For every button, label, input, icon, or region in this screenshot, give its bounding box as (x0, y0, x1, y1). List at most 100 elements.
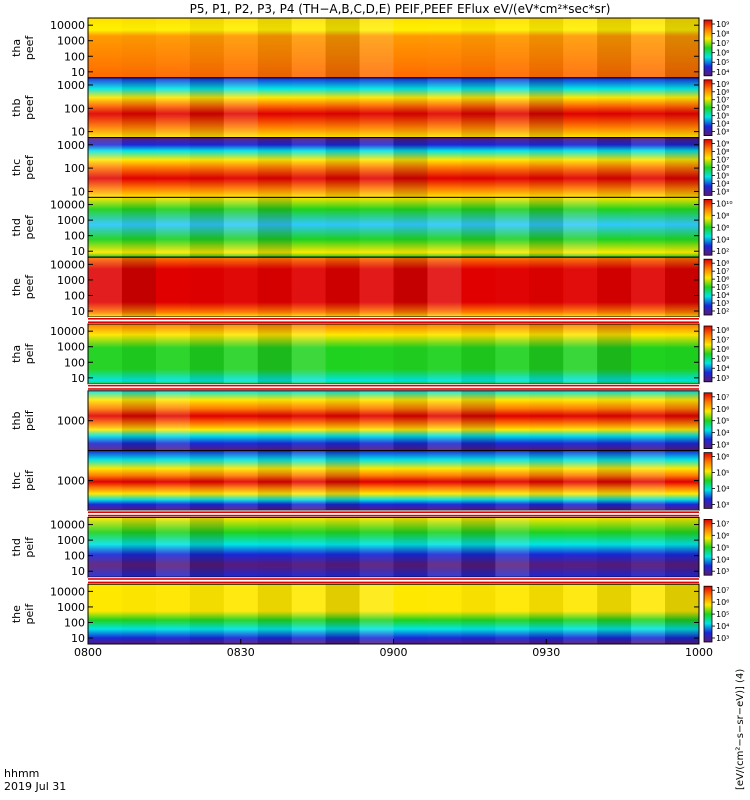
colorbar-label-group: [eV/(cm²−s−sr−eV)] (4) (735, 669, 746, 790)
panel-label-probe: the (10, 278, 23, 296)
colorbar-tha-peif (703, 325, 713, 383)
colorbar-tick-label: 10⁶ (716, 49, 729, 58)
colorbar-tick-label: 10⁶ (716, 223, 729, 232)
ytick-label: 10000 (50, 258, 85, 271)
panel-thc-peif: 1000 thc peif 10⁶ 10⁵ 10⁴ 10³ (10, 450, 729, 511)
colorbar-tick-label: 10⁷ (716, 519, 729, 528)
panel-thd-peef: 10000 1000 100 10 thd peef 10¹⁰ 10⁸ 10⁶ 10⁴ 10² (10, 196, 733, 258)
panel-the-peif: 10000 1000 100 10 the peif 10⁷ 10⁶ 10⁵ 10⁴ 10³ (10, 583, 729, 645)
panel-label-quantity: peef (23, 214, 36, 240)
panel-label-probe: thb (10, 412, 23, 430)
colorbar-tick-label: 10⁶ (716, 104, 729, 113)
colorbar-tick-label: 10⁵ (716, 417, 729, 426)
colorbar-the-peif (703, 585, 713, 643)
ytick-label: 1000 (57, 79, 85, 92)
colorbar-tick-label: 10⁴ (716, 622, 729, 631)
colorbar-tick-label: 10⁸ (716, 326, 729, 335)
colorbar-tick-label: 10⁶ (716, 531, 729, 540)
colorbar-tick-label: 10³ (716, 441, 729, 450)
colorbar-tick-label: 10⁵ (716, 610, 729, 619)
colorbar-tick-label: 10⁵ (716, 283, 729, 292)
ytick-label: 100 (64, 616, 85, 629)
spectrogram-tha-peif (88, 324, 699, 384)
colorbar-thc-peif (703, 452, 713, 509)
time-tick-label: 0800 (74, 646, 102, 659)
colorbar-tick-label: 10⁹ (716, 20, 729, 29)
colorbar-tick-label: 10⁷ (716, 586, 729, 595)
ytick-label: 1000 (57, 139, 85, 152)
time-row-label-1: hhmm (4, 767, 39, 780)
spectrogram-the-peef (88, 257, 699, 317)
colorbar-thb-peif (703, 392, 713, 449)
spectrogram-thd-peif (88, 517, 699, 578)
ytick-label: 100 (64, 50, 85, 63)
panel-label-probe: thb (10, 99, 23, 117)
ytick-label: 10000 (50, 19, 85, 32)
colorbar-tick-label: 10⁴ (716, 291, 729, 300)
colorbar-tick-label: 10² (716, 307, 729, 316)
panel-label-probe: tha (10, 39, 23, 57)
colorbar-tick-label: 10⁸ (716, 30, 729, 39)
ytick-label: 1000 (57, 35, 85, 48)
colorbar-tick-label: 10⁵ (716, 469, 729, 478)
spectrogram-tha-peef (88, 18, 699, 78)
ytick-label: 1000 (57, 341, 85, 354)
colorbar-tick-label: 10⁶ (716, 453, 729, 462)
ytick-label: 10 (71, 66, 85, 79)
ytick-label: 10000 (50, 325, 85, 338)
colorbar-tick-label: 10⁷ (716, 39, 729, 48)
panel-label-probe: the (10, 605, 23, 623)
colorbar-tick-label: 10⁸ (716, 88, 729, 97)
colorbar-tick-label: 10⁶ (716, 275, 729, 284)
panel-label-quantity: peif (23, 469, 36, 491)
colorbar-tick-label: 10⁶ (716, 345, 729, 354)
ytick-label: 100 (64, 356, 85, 369)
ytick-label: 100 (64, 162, 85, 175)
ytick-label: 1000 (57, 214, 85, 227)
time-tick-label: 0900 (380, 646, 408, 659)
panel-label-probe: thd (10, 538, 23, 556)
colorbar-tick-label: 10⁷ (716, 156, 729, 165)
ytick-label: 1000 (57, 475, 85, 488)
panel-label-quantity: peef (23, 94, 36, 120)
panel-gap (88, 510, 699, 518)
spectrogram-thc-peif (88, 450, 699, 511)
panel-label-probe: thc (10, 159, 23, 176)
ytick-label: 10000 (50, 585, 85, 598)
time-tick-label: 0930 (532, 646, 560, 659)
colorbar-tick-label: 10⁸ (716, 148, 729, 157)
colorbar-tick-label: 10² (716, 247, 729, 256)
ytick-label: 10 (71, 245, 85, 258)
ytick-label: 100 (64, 102, 85, 115)
colorbar-label: [eV/(cm²−s−sr−eV)] (4) (735, 669, 746, 790)
colorbar-tick-label: 10⁶ (716, 598, 729, 607)
colorbar-tick-label: 10⁸ (716, 259, 729, 268)
colorbar-tick-label: 10⁴ (716, 179, 729, 188)
colorbar-tick-label: 10⁵ (716, 58, 729, 67)
colorbar-the-peef (703, 258, 713, 316)
colorbar-tick-label: 10³ (716, 187, 729, 196)
colorbar-tick-label: 10⁴ (716, 555, 729, 564)
panel-label-quantity: peif (23, 603, 36, 625)
panel-label-quantity: peif (23, 409, 36, 431)
ytick-label: 1000 (57, 534, 85, 547)
colorbar-tick-label: 10⁴ (716, 484, 729, 493)
colorbar-tick-label: 10⁵ (716, 543, 729, 552)
spectrogram-thb-peef (88, 77, 699, 138)
colorbar-tick-label: 10³ (716, 299, 729, 308)
colorbar-tick-label: 10⁴ (716, 120, 729, 129)
colorbar-tick-label: 10³ (716, 128, 729, 137)
panel-thd-peif: 10000 1000 100 10 thd peif 10⁷ 10⁶ 10⁵ 10⁴ 10³ (10, 516, 729, 578)
ytick-label: 10000 (50, 519, 85, 532)
colorbar-tick-label: 10³ (716, 374, 729, 383)
ytick-label: 10 (71, 565, 85, 578)
colorbar-tick-label: 10⁴ (716, 429, 729, 438)
spectrogram-thd-peef (88, 197, 699, 258)
ytick-label: 10 (71, 632, 85, 645)
colorbar-tick-label: 10⁷ (716, 267, 729, 276)
